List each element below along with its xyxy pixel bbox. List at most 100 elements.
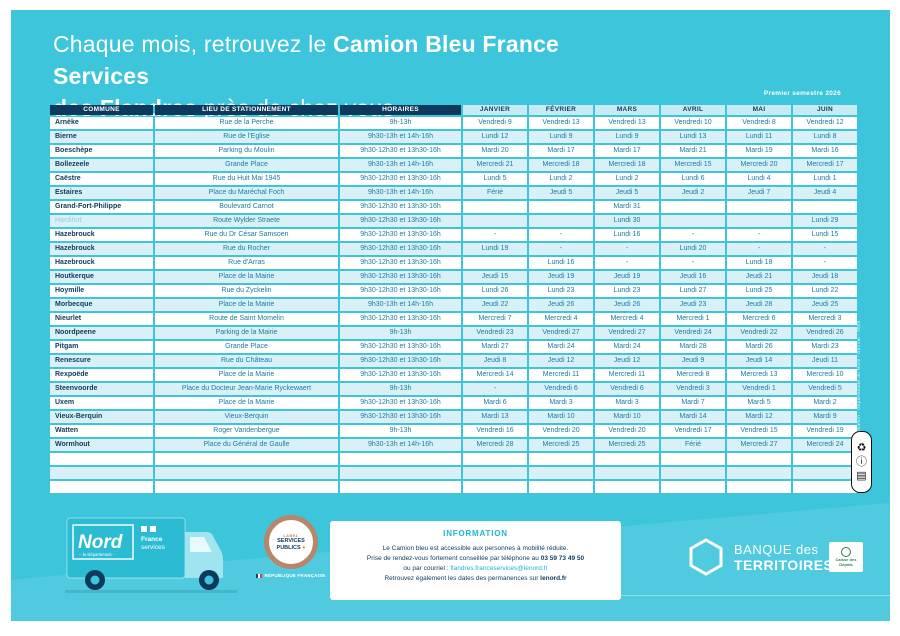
schedule-row-hoymille: Hoymille Rue du Zyckelin 9h30-12h30 et 13h… (50, 285, 857, 297)
lieu-cell: Grande Place (155, 159, 338, 171)
schedule-row-watten: Watten Roger Vandenbergue 9h-13h Vendredi 1… (50, 425, 857, 437)
date-cell: Lundi 1 (793, 173, 857, 185)
date-cell: Mardi 3 (595, 397, 659, 409)
date-cell: Lundi 30 (595, 215, 659, 227)
schedule-row-hazebrouck: Hazebrouck Rue du Dr César Samsoen 9h30-12… (50, 229, 857, 241)
information-heading: INFORMATION (443, 529, 508, 538)
schedule-row-bollezeele: Bollezeele Grande Place 9h30-13h et 14h-16… (50, 159, 857, 171)
date-cell (463, 257, 527, 269)
date-cell (661, 453, 725, 465)
date-cell: Lundi 9 (595, 131, 659, 143)
date-cell: Vendredi 17 (661, 425, 725, 437)
schedule-row-estaires: Estaires Place du Maréchal Foch 9h30-13h e… (50, 187, 857, 199)
date-cell: Mardi 12 (727, 411, 791, 423)
horaires-cell: 9h30-13h et 14h-16h (340, 439, 461, 451)
date-cell (529, 201, 593, 213)
date-cell: Lundi 6 (661, 173, 725, 185)
schedule-row-hazebrouck: Hazebrouck Rue du Rocher 9h30-12h30 et 13h… (50, 243, 857, 255)
label-services-publics-badge: LABEL SERVICES PUBLICS + RÉPUBLIQUE FRAN… (251, 515, 331, 578)
lieu-cell: Rue du Dr César Samsoen (155, 229, 338, 241)
date-cell: Férié (661, 439, 725, 451)
commune-cell: Watten (50, 425, 153, 437)
date-cell (661, 481, 725, 493)
date-cell: Mardi 20 (463, 145, 527, 157)
date-cell: - (793, 243, 857, 255)
schedule-row-rexpoede: Rexpoëde Place de la Mairie 9h30-12h30 et … (50, 369, 857, 381)
lieu-cell: Parking du Moulin (155, 145, 338, 157)
sorting-info-icon: ⓘ (856, 455, 867, 468)
horaires-cell: 9h30-13h et 14h-16h (340, 131, 461, 143)
date-cell: - (661, 257, 725, 269)
date-cell: Vendredi 15 (727, 425, 791, 437)
date-cell: Mardi 23 (793, 341, 857, 353)
credits-vertical-text: Création : Département du Nord - Dircom … (856, 320, 861, 435)
lieu-cell: Place du Maréchal Foch (155, 187, 338, 199)
date-cell: Vendredi 24 (661, 327, 725, 339)
date-cell: Mardi 17 (529, 145, 593, 157)
date-cell (595, 481, 659, 493)
date-cell: Vendredi 20 (595, 425, 659, 437)
date-cell: Mercredi 4 (595, 313, 659, 325)
lieu-cell: Place de la Mairie (155, 369, 338, 381)
schedule-row-hardifort: Hardifort Route Wylder Straete 9h30-12h30 … (50, 215, 857, 227)
date-cell: Jeudi 19 (595, 271, 659, 283)
decorative-line (511, 595, 890, 596)
commune-cell: Caëstre (50, 173, 153, 185)
schedule-row-pitgam: Pitgam Grande Place 9h30-12h30 et 13h30-16… (50, 341, 857, 353)
commune-cell: Arnèke (50, 117, 153, 129)
date-cell: Mercredi 14 (463, 369, 527, 381)
print-recycling-pill: ♻ ⓘ ▤ (851, 431, 872, 493)
email-link[interactable]: flandres.franceservices@lenord.fr (450, 565, 548, 572)
date-cell: Jeudi 28 (727, 299, 791, 311)
date-cell: Lundi 2 (595, 173, 659, 185)
date-cell: Lundi 5 (463, 173, 527, 185)
date-cell (529, 453, 593, 465)
date-cell: Lundi 16 (595, 229, 659, 241)
date-cell: - (595, 243, 659, 255)
date-cell: Mercredi 18 (595, 159, 659, 171)
date-cell: Vendredi 12 (793, 117, 857, 129)
date-cell: Mercredi 18 (529, 159, 593, 171)
date-cell: Lundi 4 (727, 173, 791, 185)
date-cell (463, 453, 527, 465)
schedule-row-houtkerque: Houtkerque Place de la Mairie 9h30-12h30 e… (50, 271, 857, 283)
date-cell: Mardi 5 (727, 397, 791, 409)
column-header-lieu-de-stationnement: LIEU DE STATIONNEMENT (155, 105, 338, 115)
date-cell (793, 467, 857, 479)
horaires-cell: 9h30-12h30 et 13h30-16h (340, 369, 461, 381)
date-cell: Mardi 16 (793, 145, 857, 157)
schedule-row-wormhout: Wormhout Place du Général de Gaulle 9h30-1… (50, 439, 857, 451)
schedule-row-empty (50, 481, 857, 493)
lieu-cell: Place de la Mairie (155, 271, 338, 283)
badge-publics: PUBLICS + (276, 544, 306, 551)
date-cell: Jeudi 5 (529, 187, 593, 199)
date-cell: Jeudi 11 (793, 355, 857, 367)
badge-services: SERVICES (277, 538, 305, 544)
date-cell: Lundi 8 (793, 131, 857, 143)
schedule-row-vieux-berquin: Vieux-Berquin Vieux-Berquin 9h30-12h30 et … (50, 411, 857, 423)
date-cell: Mardi 19 (727, 145, 791, 157)
horaires-cell (340, 453, 461, 465)
schedule-row-renescure: Renescure Rue du Château 9h30-12h30 et 13h… (50, 355, 857, 367)
date-cell (661, 215, 725, 227)
date-cell: Vendredi 9 (463, 117, 527, 129)
lieu-cell: Rue du Rocher (155, 243, 338, 255)
column-header-avril: AVRIL (661, 105, 725, 115)
date-cell: Jeudi 7 (727, 187, 791, 199)
date-cell: Férié (463, 187, 527, 199)
commune-cell: Hoymille (50, 285, 153, 297)
commune-cell: Grand-Fort-Philippe (50, 201, 153, 213)
lieu-cell: Rue d'Arras (155, 257, 338, 269)
date-cell: Lundi 26 (463, 285, 527, 297)
commune-cell: Noordpeene (50, 327, 153, 339)
column-header-janvier: JANVIER (463, 105, 527, 115)
date-cell: Mardi 31 (595, 201, 659, 213)
commune-cell: Nieurlet (50, 313, 153, 325)
date-cell: Jeudi 23 (661, 299, 725, 311)
lieu-cell (155, 467, 338, 479)
date-cell: Jeudi 25 (793, 299, 857, 311)
date-cell: Lundi 12 (463, 131, 527, 143)
lieu-cell: Place du Docteur Jean-Marie Ryckewaert (155, 383, 338, 395)
date-cell: Vendredi 20 (529, 425, 593, 437)
info-line-1: Le Camion bleu est accessible aux person… (382, 545, 569, 552)
